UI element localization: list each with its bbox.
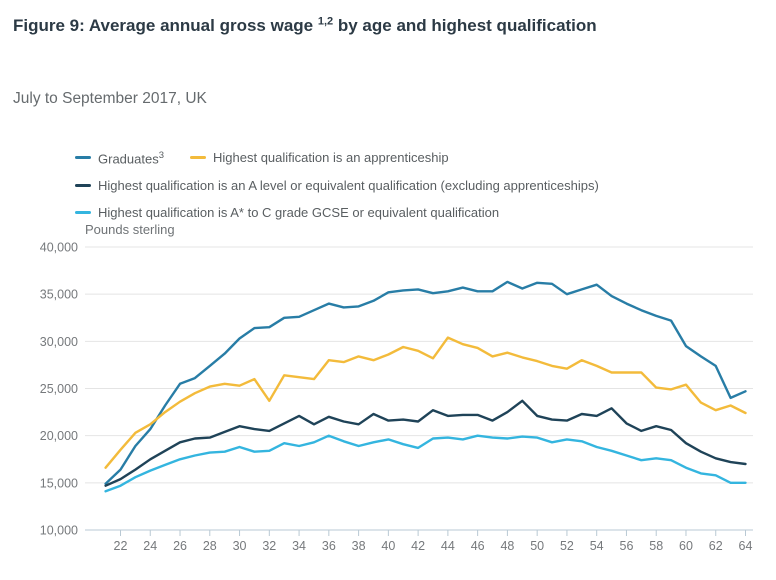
legend-label-a-level: Highest qualification is an A level or e… [98, 178, 599, 194]
y-tick-label: 25,000 [40, 382, 78, 396]
legend-item-a-level: Highest qualification is an A level or e… [75, 178, 599, 193]
series-line-2 [104, 399, 747, 487]
series-line-3 [104, 434, 747, 493]
y-tick-label: 10,000 [40, 524, 78, 538]
x-tick-label: 40 [381, 539, 395, 553]
legend-row-2: Highest qualification is an A level or e… [75, 178, 735, 193]
x-tick-label: 34 [292, 539, 306, 553]
legend-item-graduates: Graduates3 [75, 148, 164, 166]
x-tick-label: 38 [352, 539, 366, 553]
figure-subtitle: July to September 2017, UK [13, 90, 207, 107]
legend-swatch-gcse [75, 211, 91, 215]
legend-label-text: Graduates [98, 151, 159, 167]
x-tick-label: 48 [500, 539, 514, 553]
x-tick-label: 58 [649, 539, 663, 553]
legend-item-apprenticeship: Highest qualification is an apprenticesh… [190, 150, 449, 165]
legend-footnote-marker: 3 [158, 150, 164, 161]
x-tick-label: 44 [441, 539, 455, 553]
legend-swatch-a-level [75, 184, 91, 188]
y-tick-label: 35,000 [40, 288, 78, 302]
y-tick-label: 30,000 [40, 335, 78, 349]
x-tick-label: 50 [530, 539, 544, 553]
x-tick-label: 32 [262, 539, 276, 553]
legend-label-graduates: Graduates3 [98, 148, 164, 166]
x-tick-label: 22 [114, 539, 128, 553]
x-tick-label: 28 [203, 539, 217, 553]
y-tick-label: 20,000 [40, 429, 78, 443]
x-tick-label: 64 [739, 539, 753, 553]
x-tick-label: 56 [620, 539, 634, 553]
x-tick-label: 60 [679, 539, 693, 553]
x-tick-label: 62 [709, 539, 723, 553]
figure-title-suffix: by age and highest qualification [333, 16, 597, 35]
x-tick-label: 52 [560, 539, 574, 553]
legend-swatch-apprenticeship [190, 155, 206, 159]
legend-label-apprenticeship: Highest qualification is an apprenticesh… [213, 149, 449, 165]
legend-row-1: Graduates3 Highest qualification is an a… [75, 148, 735, 166]
title-footnote-marker: 1,2 [317, 15, 334, 28]
y-tick-label: 15,000 [40, 476, 78, 490]
x-tick-label: 42 [411, 539, 425, 553]
x-tick-label: 54 [590, 539, 604, 553]
series-line-1 [104, 336, 747, 469]
figure-title-text: Figure 9: Average annual gross wage [13, 16, 318, 35]
y-axis-unit-label: Pounds sterling [85, 222, 175, 237]
x-tick-label: 24 [143, 539, 157, 553]
x-tick-label: 46 [471, 539, 485, 553]
legend-label-gcse: Highest qualification is A* to C grade G… [98, 205, 500, 221]
x-tick-label: 26 [173, 539, 187, 553]
x-tick-label: 30 [233, 539, 247, 553]
legend-item-gcse: Highest qualification is A* to C grade G… [75, 205, 499, 220]
x-tick-label: 36 [322, 539, 336, 553]
figure-title: Figure 9: Average annual gross wage 1,2 … [13, 8, 643, 44]
chart-legend: Graduates3 Highest qualification is an a… [75, 148, 735, 232]
legend-swatch-graduates [75, 155, 91, 159]
y-tick-label: 40,000 [40, 241, 78, 255]
series-line-0 [104, 280, 747, 485]
legend-row-3: Highest qualification is A* to C grade G… [75, 205, 735, 220]
